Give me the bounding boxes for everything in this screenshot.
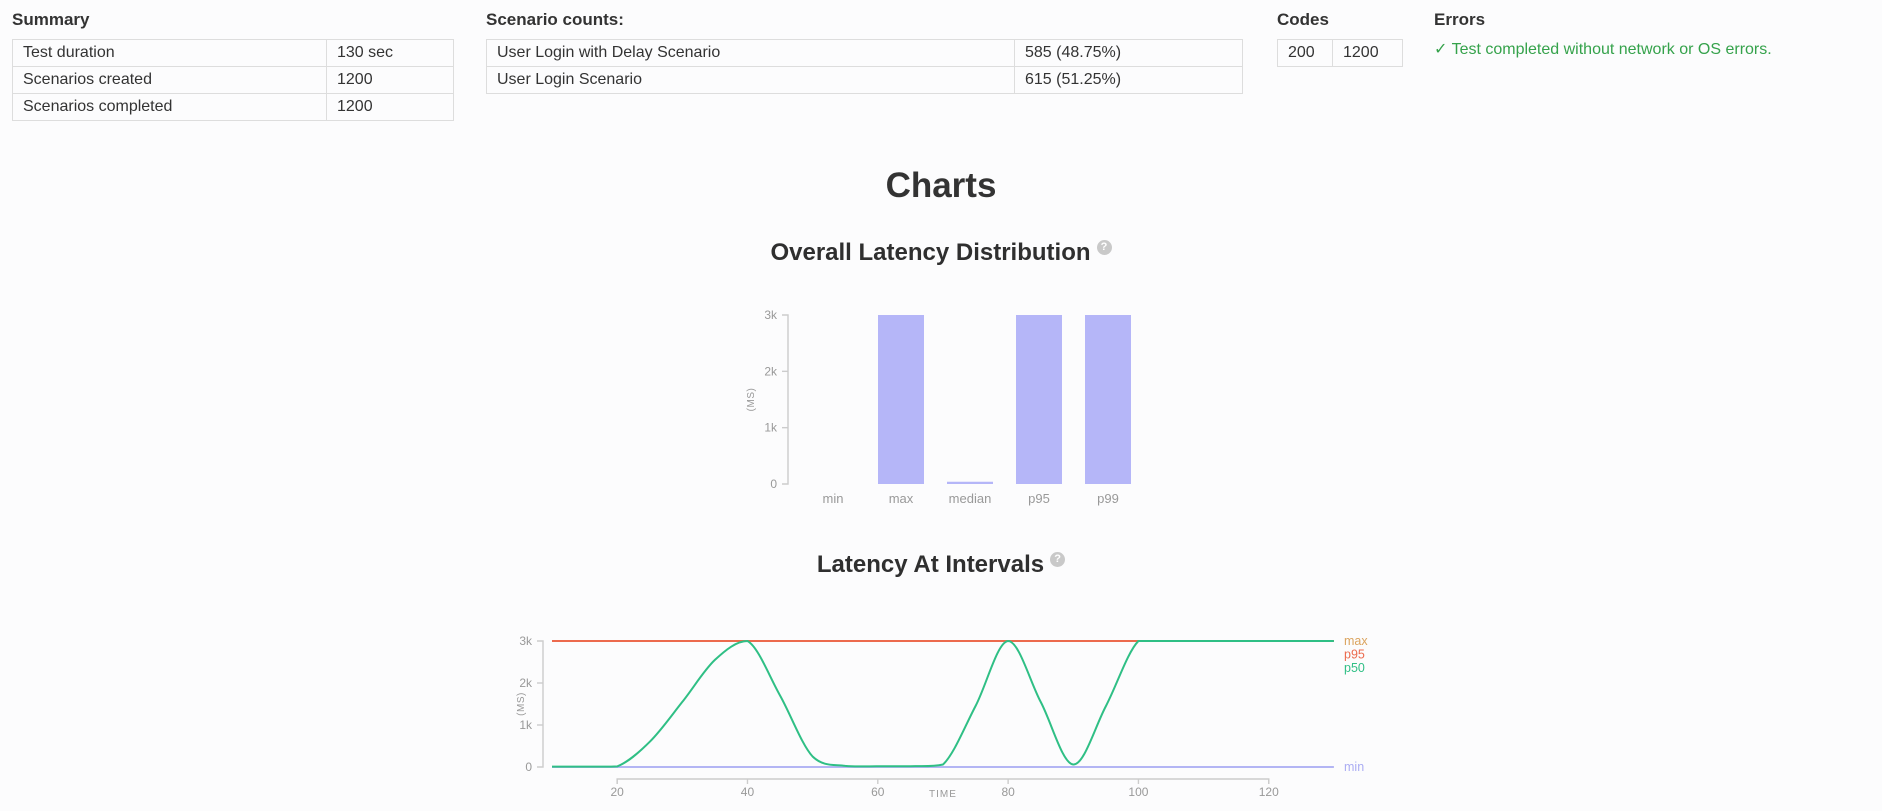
y-tick-label: 0: [525, 760, 532, 774]
series-line-p50[interactable]: [552, 639, 1334, 768]
y-tick-label: 2k: [519, 676, 533, 690]
x-axis-label: TIME: [929, 789, 957, 800]
summary-label: Scenarios created: [12, 66, 327, 94]
x-tick-label: 80: [1001, 785, 1015, 799]
bar-category-label: p99: [1097, 491, 1119, 506]
status-code-count: 1200: [1332, 39, 1403, 67]
bar-p95[interactable]: [1016, 315, 1062, 484]
status-code: 200: [1277, 39, 1333, 67]
scenario-label: User Login Scenario: [486, 66, 1015, 94]
x-tick-label: 120: [1259, 785, 1279, 799]
scenario-value: 615 (51.25%): [1014, 66, 1243, 94]
codes-section: Codes 200 1200: [1277, 10, 1403, 67]
y-tick-label: 0: [770, 477, 777, 491]
codes-table: 200 1200: [1277, 39, 1403, 67]
x-tick-label: 40: [741, 785, 755, 799]
summary-value: 1200: [326, 93, 454, 121]
y-tick-label: 1k: [764, 421, 778, 435]
bar-p99[interactable]: [1085, 315, 1131, 484]
overall-latency-bar-chart[interactable]: 0 1k 2k 3k (MS) min max median p95 p99: [740, 300, 1200, 515]
scenario-row: User Login with Delay Scenario 585 (48.75…: [486, 39, 1243, 67]
summary-label: Scenarios completed: [12, 93, 327, 121]
summary-value: 1200: [326, 66, 454, 94]
y-axis-label: (MS): [746, 388, 757, 412]
errors-message: ✓ Test completed without network or OS e…: [1434, 41, 1772, 58]
y-axis-label: (MS): [516, 692, 527, 716]
bar-chart-title: Overall Latency Distribution?: [0, 239, 1882, 267]
summary-section: Summary Test duration 130 sec Scenarios cr…: [12, 10, 454, 121]
codes-title: Codes: [1277, 10, 1329, 29]
scenario-label: User Login with Delay Scenario: [486, 39, 1015, 67]
errors-title: Errors: [1434, 10, 1486, 29]
legend-label-p50[interactable]: p50: [1344, 661, 1365, 675]
summary-label: Test duration: [12, 39, 327, 67]
legend-label-min[interactable]: min: [1344, 760, 1364, 774]
errors-section: Errors ✓ Test completed without network …: [1434, 10, 1772, 59]
y-tick-label: 2k: [764, 364, 778, 378]
line-chart-title-text: Latency At Intervals: [816, 551, 1045, 578]
x-tick-label: 20: [610, 785, 624, 799]
summary-row: Scenarios created 1200: [12, 66, 454, 94]
scenario-value: 585 (48.75%): [1014, 39, 1243, 67]
summary-table: Test duration 130 sec Scenarios created 120…: [12, 39, 454, 121]
summary-title: Summary: [12, 10, 90, 29]
scenario-counts-title: Scenario counts:: [486, 10, 624, 29]
x-tick-label: 60: [871, 785, 885, 799]
y-tick-label: 3k: [519, 634, 533, 648]
line-chart-title: Latency At Intervals?: [0, 551, 1882, 579]
bar-category-label: min: [823, 491, 844, 506]
bar-category-label: max: [889, 491, 914, 506]
y-axis-line: [537, 640, 544, 768]
bar-category-label: median: [949, 491, 992, 506]
scenario-row: User Login Scenario 615 (51.25%): [486, 66, 1243, 94]
charts-heading: Charts: [885, 166, 997, 205]
summary-row: Test duration 130 sec: [12, 39, 454, 67]
x-axis-line: [616, 778, 1270, 784]
bar-chart-title-text: Overall Latency Distribution: [770, 239, 1091, 266]
summary-value: 130 sec: [326, 39, 454, 67]
legend-label-p95[interactable]: p95: [1344, 648, 1365, 662]
y-tick-label: 3k: [764, 308, 778, 322]
x-tick-label: 100: [1128, 785, 1148, 799]
y-tick-label: 1k: [519, 718, 533, 732]
codes-row: 200 1200: [1277, 39, 1403, 67]
y-axis-line: [782, 314, 789, 485]
summary-row: Scenarios completed 1200: [12, 93, 454, 121]
bar-category-label: p95: [1028, 491, 1050, 506]
scenario-counts-section: Scenario counts: User Login with Delay S…: [486, 10, 1243, 94]
help-icon[interactable]: ?: [1050, 552, 1066, 567]
bar-max[interactable]: [878, 315, 924, 484]
scenario-counts-table: User Login with Delay Scenario 585 (48.75…: [486, 39, 1243, 94]
bar-median[interactable]: [947, 481, 993, 484]
legend-label-max[interactable]: max: [1344, 634, 1368, 648]
help-icon[interactable]: ?: [1096, 240, 1112, 255]
